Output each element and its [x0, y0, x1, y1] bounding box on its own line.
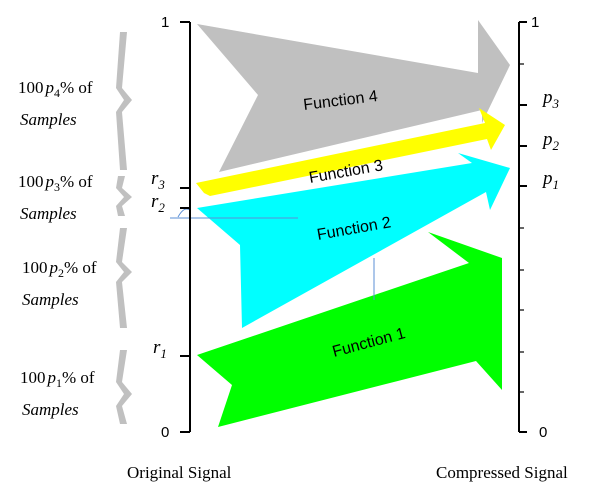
left-axis — [180, 21, 191, 433]
left-axis-top-label: 1 — [161, 14, 169, 31]
left-axis-bottom-label: 0 — [161, 424, 169, 441]
samples-p4-line1: 100 p4% of — [18, 78, 93, 100]
brace-p1 — [116, 350, 132, 424]
sample-braces — [116, 32, 132, 424]
r2-label: r2 — [151, 191, 165, 215]
compressed-signal-caption: Compressed Signal — [436, 463, 568, 482]
function-4-arrow — [197, 20, 510, 172]
r1-label: r1 — [153, 337, 167, 361]
p1-label: p1 — [541, 168, 559, 192]
right-axis-top-label: 1 — [531, 14, 539, 31]
original-signal-caption: Original Signal — [127, 463, 232, 482]
samples-p2-line2: Samples — [22, 290, 79, 309]
samples-p3-line1: 100 p3% of — [18, 172, 93, 194]
guide-lines — [170, 208, 375, 300]
samples-p1-line1: 100 p1% of — [20, 368, 95, 390]
samples-p3-line2: Samples — [20, 204, 77, 223]
function-2-arrow — [197, 153, 510, 328]
samples-p1-line2: Samples — [22, 400, 79, 419]
p3-label: p3 — [541, 87, 560, 111]
samples-p4-line2: Samples — [20, 110, 77, 129]
right-axis-bottom-label: 0 — [539, 424, 547, 441]
function-3-arrow — [196, 108, 505, 196]
brace-p3 — [116, 176, 132, 216]
right-axis — [518, 21, 527, 433]
right-axis-minor-ticks — [519, 63, 524, 393]
brace-p4 — [116, 32, 132, 170]
p2-label: p2 — [541, 129, 560, 153]
function-1-arrow — [197, 232, 502, 427]
brace-p2 — [116, 228, 132, 328]
samples-p2-line1: 100 p2% of — [22, 258, 97, 280]
r3-label: r3 — [151, 168, 165, 192]
